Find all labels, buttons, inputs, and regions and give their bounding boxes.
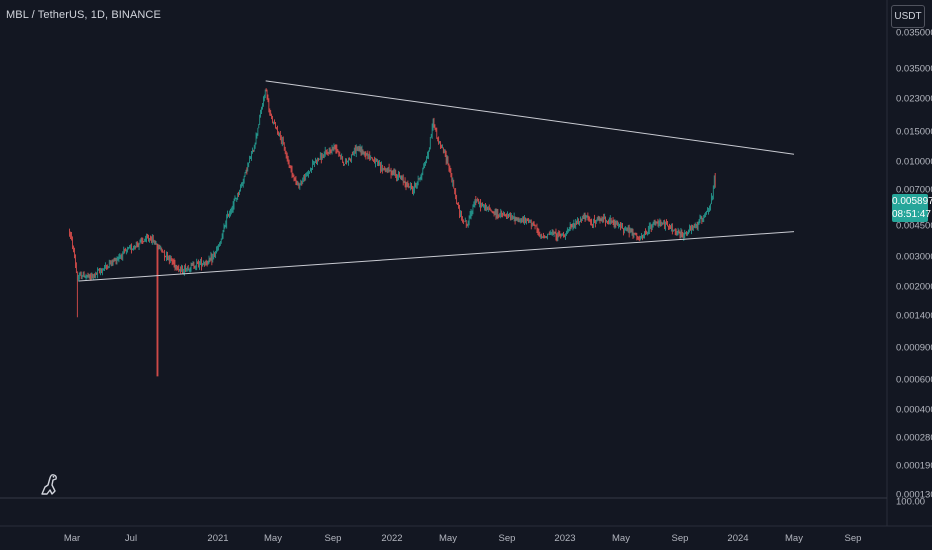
time-axis-label: May: [264, 533, 282, 544]
price-axis-label: 100.00: [896, 497, 925, 508]
price-axis-label: 0.003000: [896, 252, 932, 263]
price-axis-label: 0.000900: [896, 343, 932, 354]
price-axis-label: 0.000400: [896, 405, 932, 416]
price-axis-label: 0.015000: [896, 127, 932, 138]
price-axis-label: 0.002000: [896, 282, 932, 293]
price-axis-label: 0.007000: [896, 185, 932, 196]
last-price-value: 0.005897: [892, 196, 932, 207]
trendline-lower[interactable]: [78, 231, 795, 282]
time-axis-label: Sep: [672, 533, 689, 544]
price-axis-label: 0.035000: [896, 28, 932, 39]
time-axis-label: 2023: [554, 533, 575, 544]
price-axis-label: 0.035000: [896, 64, 932, 75]
price-axis-label: 0.000280: [896, 433, 932, 444]
price-axis-label: 0.000190: [896, 461, 932, 472]
time-axis-label: Sep: [845, 533, 862, 544]
price-axis[interactable]: 0.035000 0.035000 0.023000 0.015000 0.010000…: [896, 28, 932, 508]
price-axis-label: 0.010000: [896, 157, 932, 168]
time-axis-label: 2024: [727, 533, 748, 544]
time-axis-label: 2021: [207, 533, 228, 544]
time-axis-label: Sep: [325, 533, 342, 544]
time-axis-label: Jul: [125, 533, 137, 544]
time-axis-label: Mar: [64, 533, 80, 544]
price-axis-label: 0.000130: [896, 490, 932, 501]
price-axis-label: 0.004500: [896, 221, 932, 232]
bar-countdown: 08:51:47: [892, 209, 931, 220]
time-axis-label: May: [612, 533, 630, 544]
time-axis-label: 2022: [381, 533, 402, 544]
price-axis-label: 0.023000: [896, 94, 932, 105]
time-axis-label: May: [785, 533, 803, 544]
trendline-upper[interactable]: [265, 80, 795, 155]
currency-button[interactable]: USDT: [891, 5, 925, 28]
time-axis-label: Sep: [499, 533, 516, 544]
time-axis-label: May: [439, 533, 457, 544]
price-axis-label: 0.001400: [896, 311, 932, 322]
time-axis[interactable]: Mar Jul 2021 May Sep 2022 May Sep 2023 May Sep 2024…: [64, 533, 862, 544]
symbol-title[interactable]: MBL / TetherUS, 1D, BINANCE: [6, 9, 161, 21]
trendlines[interactable]: [78, 80, 795, 282]
dinosaur-logo-icon[interactable]: [38, 472, 60, 496]
price-axis-label: 0.000600: [896, 375, 932, 386]
last-price-badge: 0.005897 08:51:47: [892, 194, 932, 222]
candlestick-series: [69, 88, 716, 377]
